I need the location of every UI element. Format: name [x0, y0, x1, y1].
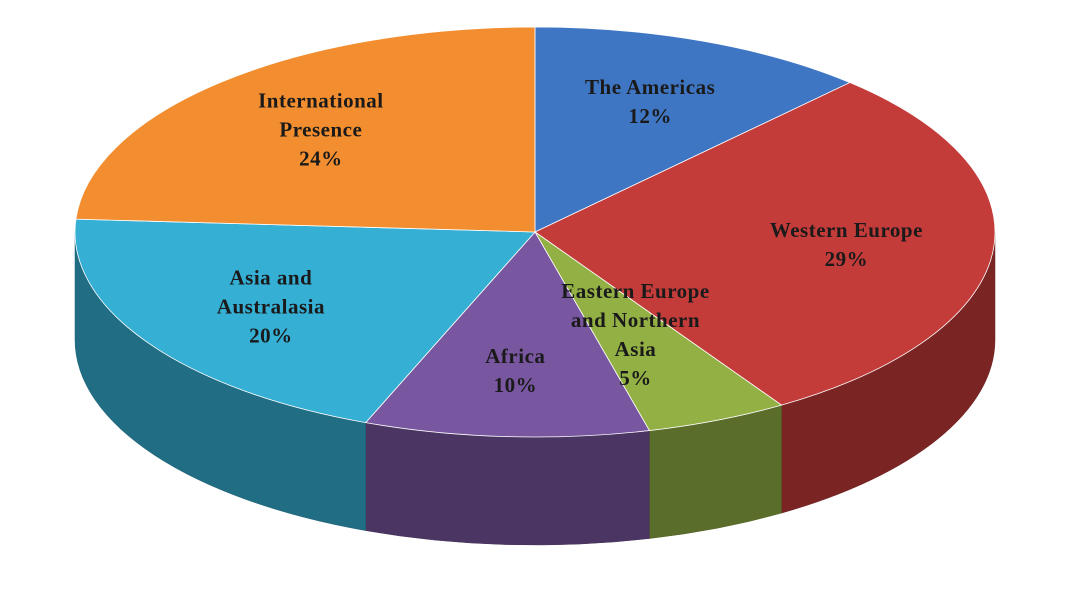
- slice-side: [365, 422, 650, 546]
- value-label: 24%: [299, 146, 343, 171]
- value-label: 20%: [249, 323, 293, 348]
- category-name: International Presence: [258, 88, 384, 142]
- slice: [364, 231, 651, 438]
- side-walls: [74, 231, 996, 546]
- category-name: Western Europe: [769, 218, 923, 243]
- category-name: The Americas: [585, 75, 716, 100]
- slice: [74, 218, 536, 424]
- category-name: Africa: [485, 344, 546, 369]
- value-label: 12%: [628, 104, 672, 129]
- category-name: Eastern Europe and Northern Asia: [561, 279, 710, 362]
- slice-label: Eastern Europe and Northern Asia 5%: [560, 277, 710, 393]
- slice-label: International Presence 24%: [226, 87, 416, 174]
- value-label: 29%: [824, 247, 869, 272]
- slice: [534, 82, 996, 406]
- slice-label: Asia and Australasia 20%: [176, 263, 366, 350]
- slice: [534, 26, 851, 233]
- slice-label: Africa 10%: [420, 342, 610, 400]
- slice-label: The Americas 12%: [555, 73, 745, 131]
- slice: [534, 231, 783, 431]
- value-label: 5%: [619, 366, 652, 391]
- slice-tops: [74, 26, 996, 438]
- value-label: 10%: [493, 373, 538, 398]
- slice-label: Western Europe 29%: [751, 216, 941, 274]
- slice: [75, 26, 536, 233]
- category-name: Asia and Australasia: [216, 265, 325, 319]
